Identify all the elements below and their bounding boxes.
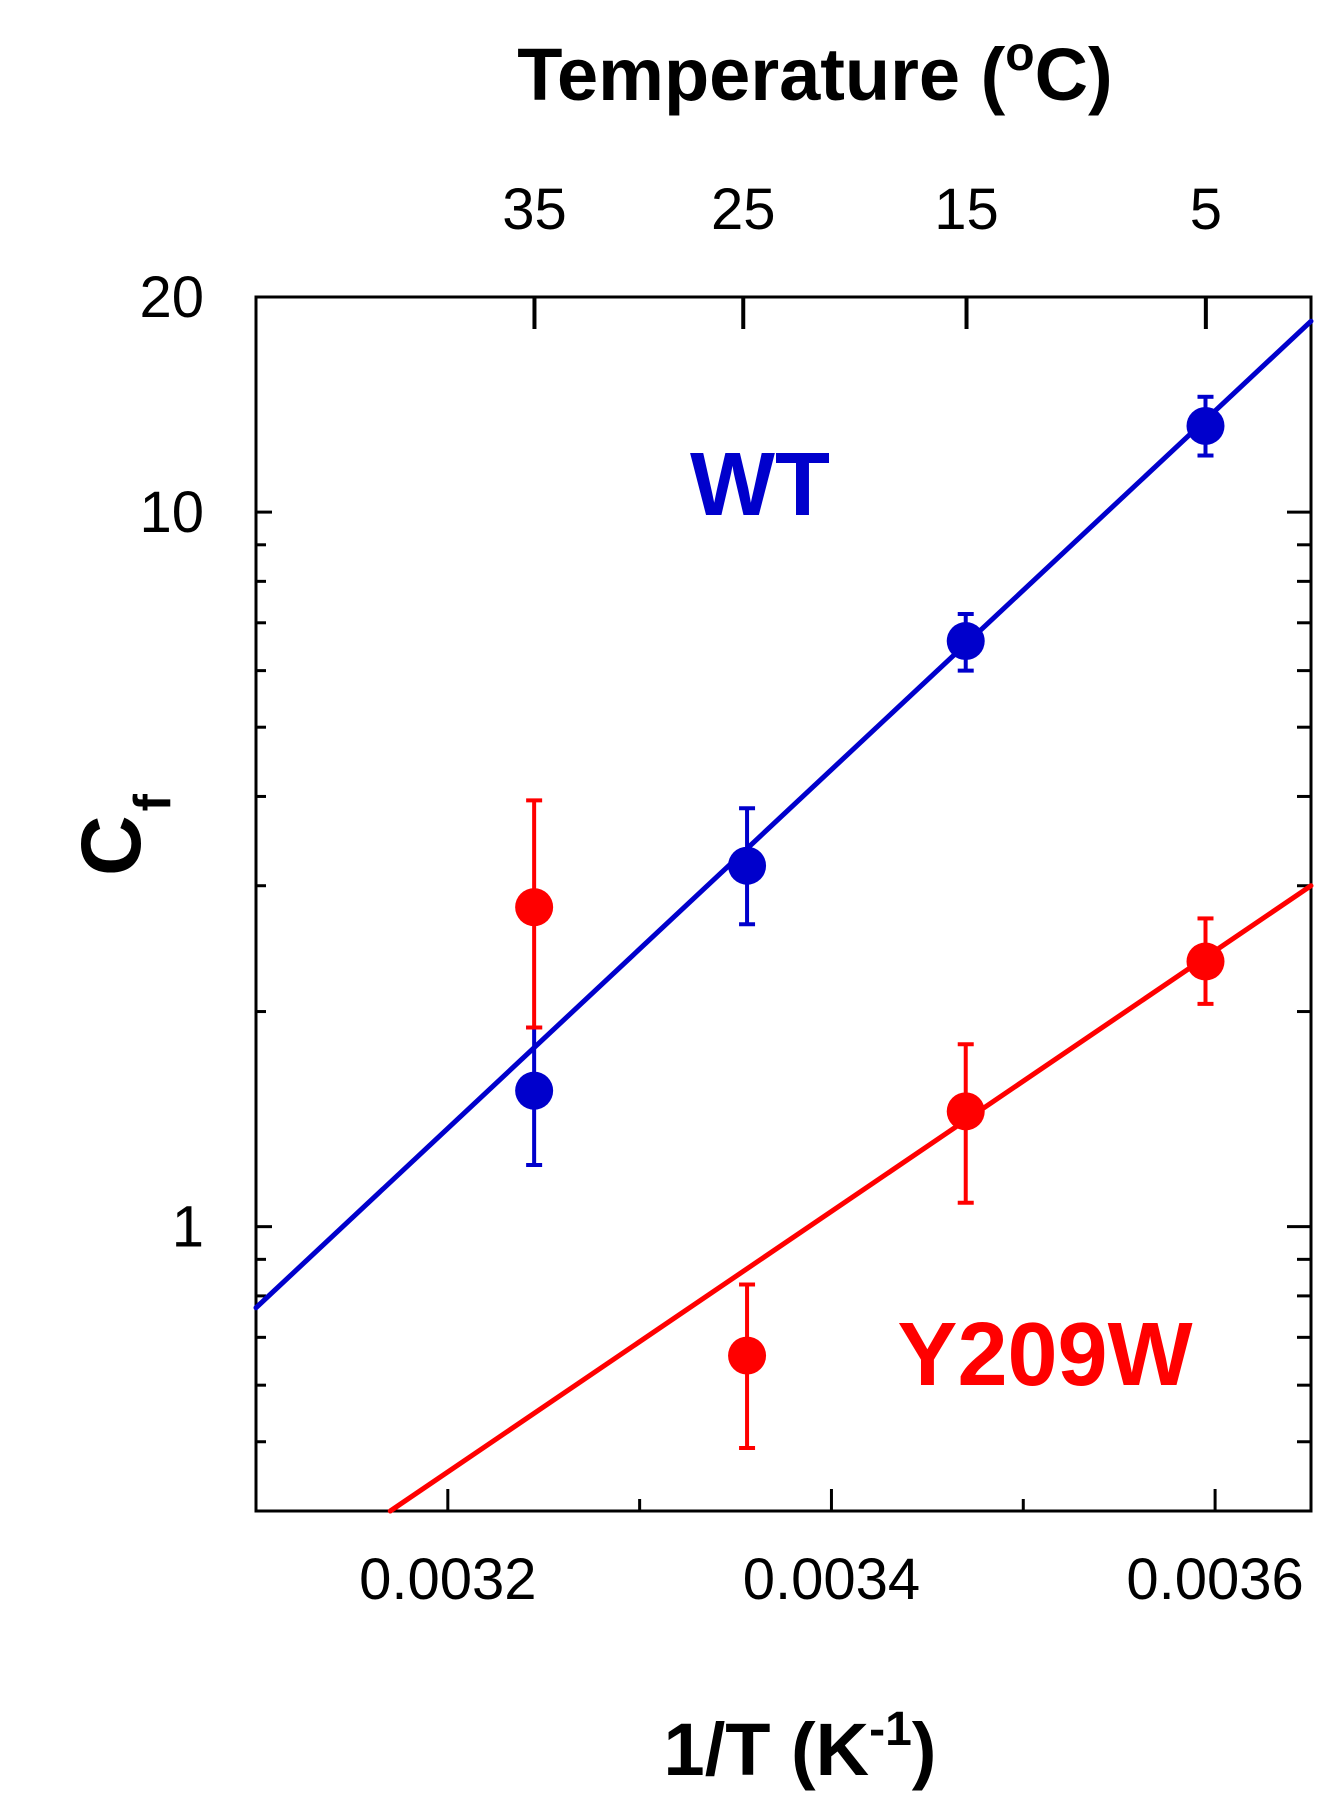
top-tick-label: 5 <box>1190 177 1222 242</box>
y-tick-label: 1 <box>172 1195 204 1260</box>
data-point-y209w <box>946 1092 985 1131</box>
series-label-y209w: Y209W <box>897 1305 1192 1405</box>
data-point-wt <box>515 1071 554 1110</box>
fit-line-y209w <box>387 883 1314 1514</box>
data-point-y209w <box>515 888 554 927</box>
tick-labels-layer: 0.0032 0.0034 0.0036 35 25 15 5 1 10 20 <box>139 177 1303 1612</box>
x-tick-label: 0.0034 <box>743 1547 920 1612</box>
data-point-wt <box>1186 406 1225 445</box>
plot-frame <box>254 295 1313 1513</box>
data-point-wt <box>728 846 767 885</box>
data-point-wt <box>946 622 985 661</box>
top-tick-label: 15 <box>934 177 999 242</box>
x-tick-label: 0.0036 <box>1126 1547 1303 1612</box>
series-label-wt: WT <box>690 435 830 535</box>
data-point-y209w <box>1186 942 1225 981</box>
fit-line-wt <box>253 318 1314 1311</box>
fit-lines-layer <box>253 318 1314 1514</box>
top-axis-title: Temperature (oC) <box>517 28 1112 116</box>
top-tick-label: 35 <box>502 177 567 242</box>
y-tick-label: 10 <box>139 480 204 545</box>
x-tick-label: 0.0032 <box>359 1547 536 1612</box>
top-tick-label: 25 <box>711 177 776 242</box>
y-tick-label: 20 <box>139 265 204 330</box>
y-axis-title: Cf <box>64 793 182 876</box>
data-points-layer <box>515 394 1225 1451</box>
x-axis-title: 1/T (K-1) <box>664 1703 937 1791</box>
data-point-y209w <box>728 1336 767 1375</box>
